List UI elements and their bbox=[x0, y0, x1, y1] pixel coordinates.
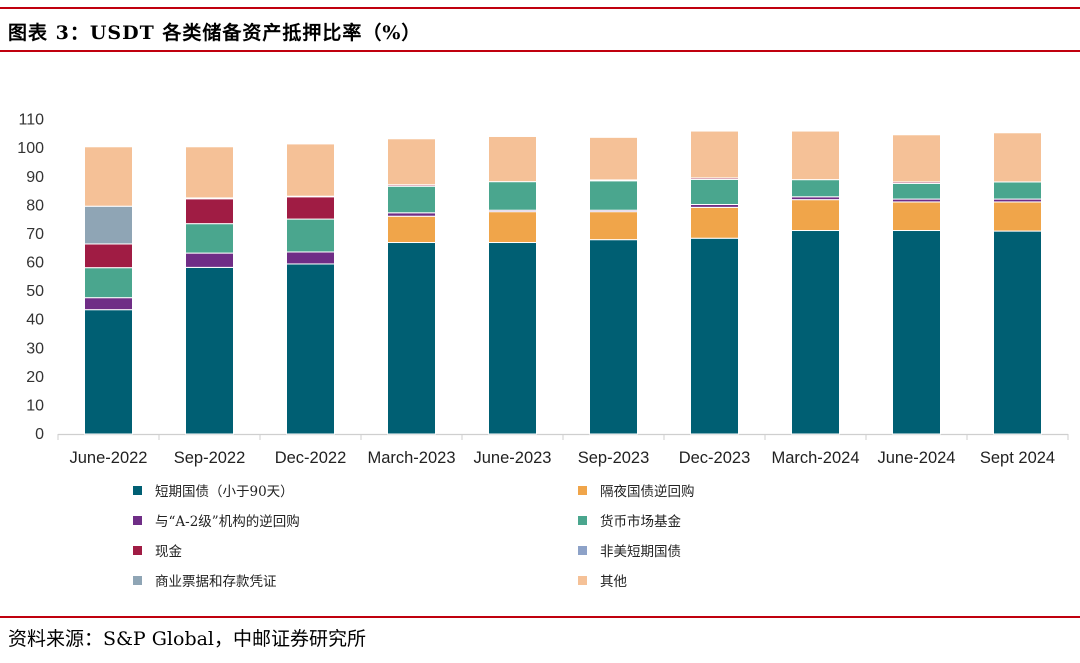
legend-item: 现金 bbox=[133, 540, 182, 560]
bar-segment bbox=[589, 136, 638, 181]
legend-label: 现金 bbox=[155, 544, 182, 560]
bar-segment bbox=[387, 185, 436, 214]
bar-segment bbox=[488, 242, 537, 435]
bar-segment bbox=[84, 297, 133, 311]
x-tick-label: June-2023 bbox=[474, 449, 552, 467]
title-rule bbox=[0, 50, 1080, 52]
bar-segment bbox=[690, 178, 739, 206]
bar-segment bbox=[286, 143, 335, 197]
bar-segment bbox=[387, 215, 436, 244]
bar-segment bbox=[84, 205, 133, 245]
bar-segment bbox=[690, 130, 739, 179]
bottom-rule bbox=[0, 616, 1080, 618]
bar-segment bbox=[185, 146, 234, 199]
bar-segment bbox=[892, 201, 941, 232]
legend-item: 商业票据和存款凭证 bbox=[133, 570, 277, 590]
y-tick-label: 10 bbox=[26, 397, 44, 414]
legend-swatch bbox=[578, 575, 587, 585]
legend-swatch bbox=[578, 515, 587, 525]
legend-swatch bbox=[133, 485, 142, 495]
bar-segment bbox=[993, 132, 1042, 183]
y-tick-label: 70 bbox=[26, 226, 44, 243]
bar-segment bbox=[286, 196, 335, 220]
legend-label: 与“A-2级”机构的逆回购 bbox=[155, 514, 300, 530]
bar-segment bbox=[185, 198, 234, 225]
legend-label: 其他 bbox=[600, 574, 627, 590]
bar-segment bbox=[892, 134, 941, 183]
bar-segment bbox=[185, 266, 234, 435]
bar-segment bbox=[589, 239, 638, 435]
y-tick-label: 40 bbox=[26, 312, 44, 329]
bar-segment bbox=[892, 182, 941, 200]
bar-segment bbox=[993, 201, 1042, 232]
figure-title: 图表 3：USDT 各类储备资产抵押比率（%） bbox=[8, 22, 422, 44]
legend-swatch bbox=[578, 485, 587, 495]
x-tick-label: Sep-2022 bbox=[174, 449, 246, 467]
legend-swatch bbox=[133, 515, 142, 525]
bar-segment bbox=[993, 181, 1042, 200]
bar-segment bbox=[84, 243, 133, 269]
bar-segment bbox=[286, 263, 335, 435]
bar-segment bbox=[84, 309, 133, 435]
y-tick-label: 80 bbox=[26, 197, 44, 214]
legend-item: 其他 bbox=[578, 570, 627, 590]
bar-segment bbox=[387, 212, 436, 217]
bar-segment bbox=[185, 223, 234, 254]
x-tick-label: Dec-2023 bbox=[679, 449, 751, 467]
bar-segment bbox=[387, 138, 436, 186]
bar-segment bbox=[993, 230, 1042, 435]
bar-segment bbox=[185, 252, 234, 268]
legend-label: 非美短期国债 bbox=[600, 544, 681, 560]
bar-segment bbox=[488, 211, 537, 244]
legend-item: 货币市场基金 bbox=[578, 510, 681, 530]
bar-segment bbox=[892, 230, 941, 435]
y-tick-label: 90 bbox=[26, 169, 44, 186]
x-tick-label: Dec-2022 bbox=[275, 449, 347, 467]
legend-swatch bbox=[578, 545, 587, 555]
legend-item: 非美短期国债 bbox=[578, 540, 681, 560]
y-tick-label: 30 bbox=[26, 340, 44, 357]
bar-segment bbox=[84, 267, 133, 299]
bar-segment bbox=[488, 135, 537, 183]
x-tick-label: June-2024 bbox=[878, 449, 956, 467]
x-tick-label: March-2023 bbox=[367, 449, 455, 467]
legend-label: 隔夜国债逆回购 bbox=[600, 484, 695, 500]
legend-item: 隔夜国债逆回购 bbox=[578, 480, 695, 500]
bar-segment bbox=[589, 211, 638, 241]
legend-label: 短期国债（小于90天） bbox=[155, 484, 294, 500]
y-tick-label: 0 bbox=[35, 426, 44, 443]
legend-swatch bbox=[133, 545, 142, 555]
x-tick-label: Sept 2024 bbox=[980, 449, 1055, 467]
source-note: 资料来源：S&P Global，中邮证券研究所 bbox=[8, 628, 367, 650]
bar-segment bbox=[84, 146, 133, 207]
legend-label: 商业票据和存款凭证 bbox=[155, 574, 277, 590]
bar-segment bbox=[690, 206, 739, 239]
y-tick-label: 100 bbox=[17, 140, 44, 157]
legend-swatch bbox=[133, 575, 142, 585]
bar-segment bbox=[791, 230, 840, 435]
bar-segment bbox=[690, 237, 739, 435]
bar-segment bbox=[589, 180, 638, 211]
bar-segment bbox=[791, 199, 840, 232]
y-tick-label: 50 bbox=[26, 283, 44, 300]
y-tick-label: 110 bbox=[18, 112, 44, 129]
bar-segment bbox=[286, 218, 335, 253]
y-tick-label: 60 bbox=[26, 255, 44, 272]
x-tick-label: Sep-2023 bbox=[578, 449, 650, 467]
y-tick-label: 20 bbox=[26, 369, 44, 386]
legend-item: 短期国债（小于90天） bbox=[133, 480, 294, 500]
x-tick-label: March-2024 bbox=[771, 449, 859, 467]
bar-segment bbox=[488, 181, 537, 211]
legend-label: 货币市场基金 bbox=[600, 514, 681, 530]
legend-item: 与“A-2级”机构的逆回购 bbox=[133, 510, 300, 530]
bar-segment bbox=[791, 130, 840, 181]
stacked-bar-chart: 0 10 20 30 40 50 60 70 80 90 100 110 June-2022 Sep-20… bbox=[17, 112, 1069, 467]
bar-segment bbox=[791, 179, 840, 198]
bar-segment bbox=[387, 242, 436, 435]
x-tick-label: June-2022 bbox=[70, 449, 148, 467]
top-rule bbox=[0, 7, 1080, 9]
bar-segment bbox=[286, 251, 335, 265]
